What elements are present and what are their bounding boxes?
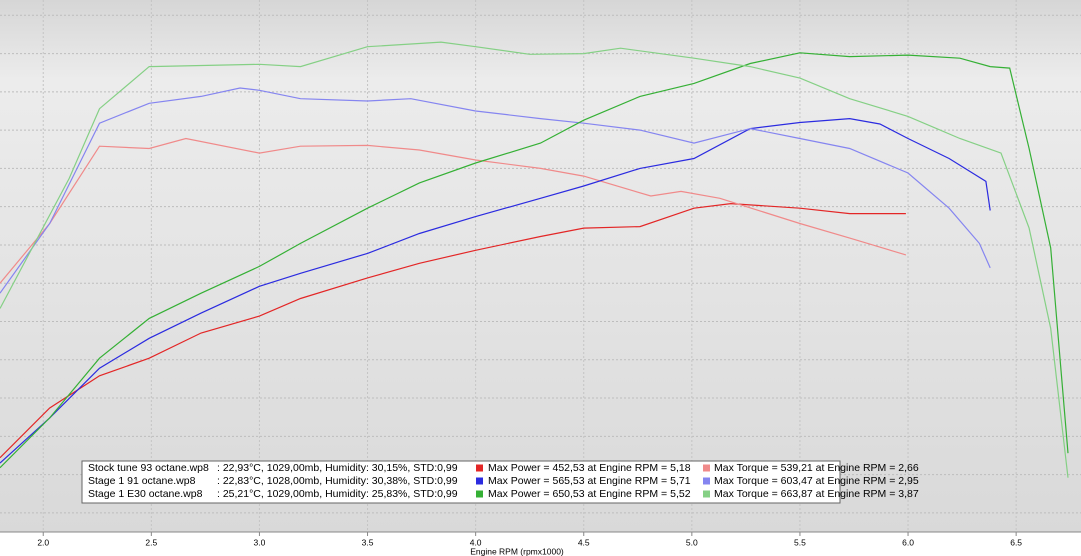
legend-power: Max Power = 650,53 at Engine RPM = 5,52 xyxy=(488,488,691,500)
x-tick-label: 6.0 xyxy=(902,537,914,547)
x-tick-label: 6.5 xyxy=(1010,537,1022,547)
legend-swatch xyxy=(703,477,710,485)
legend-swatch xyxy=(703,464,710,472)
legend-swatch xyxy=(476,464,483,472)
x-tick-label: 4.5 xyxy=(578,537,590,547)
legend-swatch xyxy=(476,490,483,498)
x-tick-label: 2.5 xyxy=(145,537,157,547)
legend-power: Max Power = 565,53 at Engine RPM = 5,71 xyxy=(488,475,691,487)
x-tick-label: 3.5 xyxy=(362,537,374,547)
series-line xyxy=(0,41,1069,478)
legend xyxy=(81,460,841,504)
x-tick-label: 2.0 xyxy=(37,537,49,547)
series-line xyxy=(0,202,906,459)
x-tick-label: 4.0 xyxy=(470,537,482,547)
series-line xyxy=(0,137,907,284)
legend-swatch xyxy=(476,477,483,485)
x-tick-label: 5.5 xyxy=(794,537,806,547)
x-tick-label: 3.0 xyxy=(254,537,266,547)
plot-area xyxy=(0,0,1081,532)
legend-conditions: : 22,83°C, 1028,00mb, Humidity: 30,38%, … xyxy=(217,475,458,487)
legend-swatch xyxy=(703,490,710,498)
x-axis-label: Engine RPM (rpmx1000) xyxy=(470,546,564,556)
series-line xyxy=(0,52,1069,469)
x-tick-label: 5.0 xyxy=(686,537,698,547)
legend-torque: Max Torque = 539,21 at Engine RPM = 2,66 xyxy=(714,462,919,474)
series-line xyxy=(0,117,991,464)
legend-conditions: : 25,21°C, 1029,00mb, Humidity: 25,83%, … xyxy=(217,488,458,500)
legend-file: Stage 1 91 octane.wp8 xyxy=(88,475,196,487)
legend-torque: Max Torque = 603,47 at Engine RPM = 2,95 xyxy=(714,475,919,487)
legend-power: Max Power = 452,53 at Engine RPM = 5,18 xyxy=(488,462,691,474)
legend-file: Stage 1 E30 octane.wp8 xyxy=(88,488,203,500)
legend-torque: Max Torque = 663,87 at Engine RPM = 3,87 xyxy=(714,488,919,500)
series-line xyxy=(0,87,991,294)
legend-file: Stock tune 93 octane.wp8 xyxy=(88,462,209,474)
legend-conditions: : 22,93°C, 1029,00mb, Humidity: 30,15%, … xyxy=(217,462,458,474)
